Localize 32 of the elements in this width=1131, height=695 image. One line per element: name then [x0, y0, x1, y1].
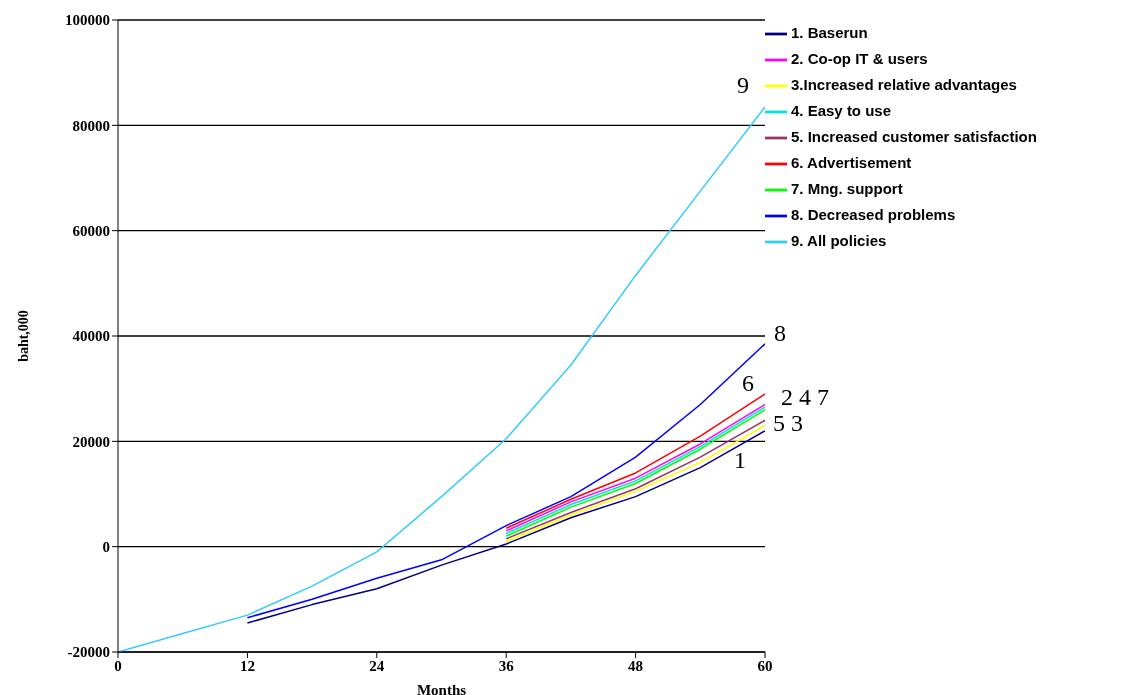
- text: 8: [774, 320, 786, 346]
- y-tick-label: 40000: [72, 328, 110, 345]
- annotation: 6: [742, 370, 754, 396]
- x-tick-label: 36: [498, 657, 515, 674]
- text: 2 4 7: [781, 384, 829, 410]
- annotation: 1: [734, 447, 746, 473]
- legend-label: 7. Mng. support: [791, 180, 903, 197]
- y-tick-label: -20000: [67, 644, 110, 661]
- x-tick-label: 48: [628, 657, 644, 674]
- y-tick-label: 100000: [65, 12, 110, 29]
- legend-label: 9. All policies: [791, 232, 887, 249]
- legend-label: 5. Increased customer satisfaction: [791, 128, 1037, 145]
- legend-label: 6. Advertisement: [791, 154, 912, 171]
- x-tick-label: 12: [239, 657, 255, 674]
- annotation: 9: [737, 72, 749, 98]
- y-tick-label: 0: [102, 538, 110, 555]
- x-axis-title: Months: [416, 682, 467, 695]
- x-tick-label: 0: [114, 657, 122, 674]
- y-tick-label: 20000: [72, 433, 110, 450]
- legend-label: 8. Decreased problems: [791, 206, 956, 223]
- line-series: [246, 343, 765, 619]
- y-tick-label: 80000: [72, 117, 110, 134]
- x-tick-label: 60: [757, 657, 773, 674]
- legend-label: 2. Co-op IT & users: [791, 50, 928, 67]
- text: 5 3: [773, 410, 803, 436]
- line-series: [246, 430, 765, 624]
- legend-label: 1. Baserun: [791, 24, 868, 41]
- x-tick-label: 24: [369, 657, 385, 674]
- y-tick-label: 60000: [72, 222, 110, 239]
- y-axis-title: baht,000: [15, 310, 31, 362]
- legend-label: 4. Easy to use: [791, 102, 892, 119]
- legend-label: 3.Increased relative advantages: [791, 76, 1017, 93]
